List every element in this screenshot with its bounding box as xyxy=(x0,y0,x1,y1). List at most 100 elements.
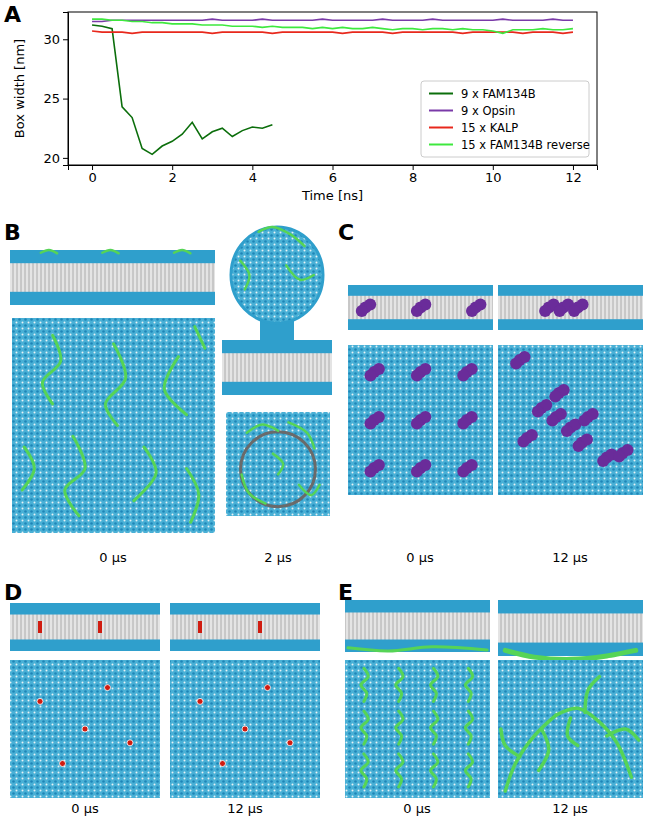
panel-label: D xyxy=(4,580,22,605)
protein xyxy=(457,411,477,430)
protein xyxy=(258,621,262,633)
y-axis-title: Box width [nm] xyxy=(12,39,27,138)
membrane-headgroups xyxy=(170,603,320,651)
protein xyxy=(198,621,202,633)
x-tick-label: 8 xyxy=(409,170,417,185)
plot-lines xyxy=(92,19,573,154)
protein xyxy=(288,422,314,448)
protein xyxy=(501,729,520,757)
protein xyxy=(466,299,486,318)
membrane-headgroups xyxy=(10,603,160,651)
y-tick: 20 xyxy=(43,151,68,166)
protein-part xyxy=(517,436,529,448)
legend-swatch xyxy=(429,110,453,112)
protein-part xyxy=(457,466,469,478)
bud-ring xyxy=(241,432,316,507)
membrane-top xyxy=(498,660,643,798)
protein xyxy=(102,250,118,253)
protein xyxy=(195,327,205,349)
protein xyxy=(41,250,57,253)
snapshot-panel: 0 μs2 μs xyxy=(10,227,332,565)
protein xyxy=(465,711,472,744)
snapshot-time: 0 μs xyxy=(406,550,434,565)
protein xyxy=(607,729,639,740)
snapshot-panel: 0 μs12 μs xyxy=(345,600,643,816)
snapshot-time: 12 μs xyxy=(227,801,263,816)
membrane-top xyxy=(345,660,490,798)
protein xyxy=(37,698,43,704)
x-tick: 12 xyxy=(565,165,582,185)
figure: 024681012202530Time [ns]Box width [nm]9 … xyxy=(0,0,666,820)
protein xyxy=(60,761,66,767)
protein xyxy=(365,411,385,430)
chart-a: 024681012202530Time [ns]Box width [nm]9 … xyxy=(12,12,598,203)
y-tick-label: 20 xyxy=(43,151,60,166)
protein-part xyxy=(546,415,558,427)
legend-swatch xyxy=(429,93,453,95)
x-tick: 0 xyxy=(88,165,96,185)
x-tick: 4 xyxy=(249,165,257,185)
protein-part xyxy=(578,415,590,427)
membrane-top-lipids xyxy=(498,345,643,495)
membrane-top xyxy=(12,318,215,533)
membrane-tails xyxy=(170,615,320,640)
y-tick-mark xyxy=(63,39,68,40)
protein xyxy=(539,729,549,770)
y-tick-mark xyxy=(63,99,68,100)
legend-label: 9 x Opsin xyxy=(461,104,515,118)
protein-part xyxy=(573,440,585,452)
protein xyxy=(174,250,190,253)
protein xyxy=(134,447,156,501)
membrane-tails xyxy=(10,263,215,292)
protein-part xyxy=(568,305,580,317)
protein xyxy=(578,408,598,427)
x-tick-label: 12 xyxy=(565,170,582,185)
protein-part xyxy=(613,451,625,463)
membrane-side xyxy=(10,250,215,305)
membrane-headgroups xyxy=(10,250,215,305)
protein xyxy=(411,363,431,382)
x-tick: 2 xyxy=(169,165,177,185)
legend-label: 9 x FAM134B xyxy=(461,87,536,101)
y-tick: 25 xyxy=(43,91,68,106)
protein-part xyxy=(549,391,561,403)
protein xyxy=(457,459,477,478)
protein xyxy=(431,754,438,787)
x-tick: 10 xyxy=(485,165,502,185)
protein xyxy=(187,469,199,523)
protein xyxy=(220,761,226,767)
protein xyxy=(561,419,581,438)
membrane-top-lipids xyxy=(170,660,320,798)
protein-part xyxy=(365,466,377,478)
protein-part xyxy=(597,455,609,467)
protein xyxy=(573,434,593,453)
membrane-side xyxy=(222,227,332,395)
bud xyxy=(231,227,323,323)
membrane-top-lipids xyxy=(498,660,643,798)
protein-part xyxy=(457,418,469,430)
protein xyxy=(22,447,34,490)
protein xyxy=(265,685,271,691)
protein xyxy=(242,726,248,732)
protein xyxy=(348,647,487,651)
membrane-top xyxy=(10,660,160,798)
membrane-tails xyxy=(498,296,643,319)
protein xyxy=(546,408,566,427)
snapshot-time: 12 μs xyxy=(552,550,588,565)
protein xyxy=(567,718,577,746)
x-tick: 8 xyxy=(409,165,417,185)
x-tick: 6 xyxy=(329,165,337,185)
protein-part xyxy=(365,370,377,382)
protein xyxy=(164,357,186,415)
protein xyxy=(532,399,552,418)
protein xyxy=(38,621,42,633)
protein xyxy=(411,459,431,478)
protein xyxy=(240,261,249,290)
membrane-headgroups xyxy=(498,600,643,656)
protein xyxy=(411,299,431,318)
protein xyxy=(127,740,133,746)
protein xyxy=(65,436,86,516)
series-line xyxy=(92,19,573,21)
protein-part xyxy=(510,358,522,370)
protein xyxy=(361,754,368,787)
